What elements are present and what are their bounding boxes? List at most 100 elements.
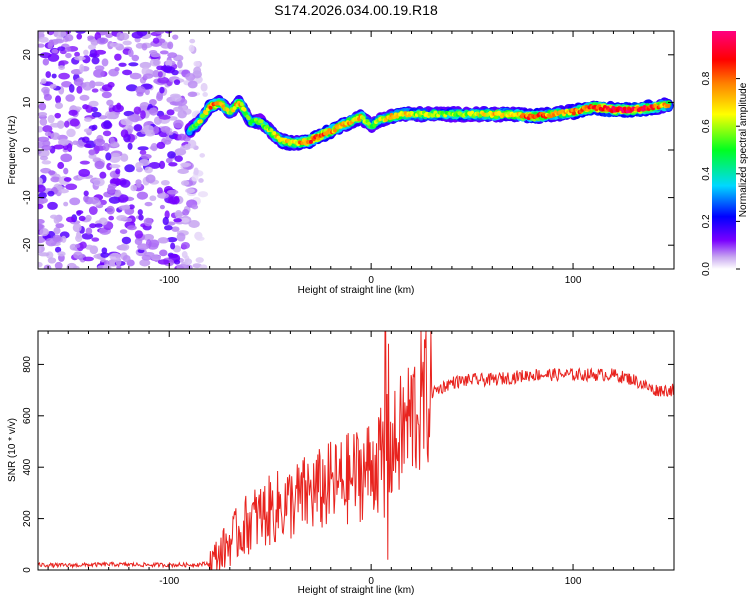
heatmap-noise-cell [108, 196, 121, 204]
heatmap-noise-cell [166, 236, 178, 243]
heatmap-noise-cell [107, 183, 117, 189]
heatmap-noise-cell [88, 153, 97, 160]
heatmap-noise-cell [176, 263, 189, 269]
heatmap-noise-cell [61, 80, 73, 88]
heatmap-noise-cell [88, 149, 96, 156]
heatmap-noise-cell [65, 52, 72, 59]
heatmap-noise-cell [38, 245, 42, 253]
heatmap-noise-cell [91, 56, 100, 65]
heatmap-noise-cell [160, 126, 171, 133]
heatmap-noise-cell [138, 214, 144, 221]
heatmap-noise-cell [172, 34, 179, 40]
heatmap-noise-cell [136, 182, 142, 188]
heatmap-noise-cell [149, 98, 157, 106]
heatmap-noise-cell [38, 223, 45, 230]
heatmap-noise-cell [152, 37, 160, 44]
heatmap-noise-cell [78, 215, 86, 222]
heatmap-noise-cell [79, 94, 90, 101]
heatmap-noise-cell [150, 52, 161, 58]
heatmap-noise-cell [101, 91, 112, 99]
heatmap-noise-cell [54, 102, 64, 109]
heatmap-noise-cell [109, 137, 115, 144]
heatmap-noise-cell [148, 162, 161, 169]
heatmap-noise-cell [58, 72, 70, 80]
heatmap-noise-cell [57, 31, 67, 38]
heatmap-noise-cell [38, 261, 43, 268]
snr-y-label: SNR (10 * v/v) [7, 418, 18, 482]
heatmap-noise-cell [53, 31, 59, 37]
heatmap-noise-cell [128, 62, 139, 67]
spectrogram-y-tick-label: 20 [22, 49, 33, 61]
spectrogram-y-tick-label: -20 [22, 238, 33, 253]
heatmap-noise-cell [114, 67, 120, 72]
heatmap-ridge-cell [265, 124, 270, 129]
heatmap-noise-cell [67, 143, 73, 153]
heatmap-noise-cell [72, 106, 82, 111]
heatmap-noise-cell [54, 261, 63, 269]
heatmap-ridge-cell [666, 103, 671, 108]
snr-x-tick-label: -100 [159, 576, 179, 587]
heatmap-ridge-cell [246, 116, 251, 121]
heatmap-ridge-cell [308, 139, 313, 144]
heatmap-noise-cell [47, 114, 55, 124]
heatmap-noise-cell [38, 252, 50, 257]
heatmap-noise-cell [47, 201, 58, 210]
heatmap-noise-cell [102, 264, 112, 269]
heatmap-noise-cell [58, 60, 69, 65]
heatmap-noise-cell [83, 128, 92, 133]
heatmap-ridge-cell [259, 119, 264, 124]
heatmap-noise-cell [197, 191, 209, 198]
heatmap-noise-cell [38, 203, 44, 210]
snr-y-tick-label: 800 [22, 356, 33, 373]
heatmap-noise-cell [68, 84, 75, 93]
heatmap-noise-cell [116, 265, 122, 269]
heatmap-noise-cell [48, 170, 56, 176]
heatmap-ridge-cell [242, 107, 247, 112]
heatmap-noise-cell [200, 82, 208, 92]
heatmap-noise-cell [91, 111, 102, 118]
snr-y-tick-label: 600 [22, 407, 33, 424]
heatmap-noise-cell [166, 189, 179, 195]
heatmap-noise-cell [137, 146, 149, 151]
heatmap-noise-cell [45, 71, 52, 78]
heatmap-ridge-cell [208, 105, 213, 110]
heatmap-noise-cell [157, 237, 169, 244]
heatmap-noise-cell [74, 56, 86, 61]
heatmap-noise-cell [83, 117, 93, 122]
heatmap-noise-cell [39, 155, 49, 161]
heatmap-noise-cell [174, 209, 183, 219]
heatmap-noise-cell [139, 150, 147, 156]
heatmap-noise-cell [83, 49, 89, 56]
heatmap-noise-cell [106, 205, 115, 215]
spectrogram-y-tick-label: 0 [22, 147, 33, 153]
heatmap-noise-cell [192, 263, 202, 269]
spectrogram-frame [37, 30, 675, 270]
heatmap-noise-cell [55, 223, 65, 229]
heatmap-noise-cell [111, 152, 121, 157]
spectrogram-heatmap [38, 31, 674, 269]
heatmap-noise-cell [38, 184, 46, 193]
heatmap-noise-cell [39, 228, 50, 237]
heatmap-noise-cell [141, 43, 148, 51]
heatmap-noise-cell [74, 243, 81, 248]
heatmap-noise-cell [163, 139, 172, 145]
snr-y-tick-label: 400 [22, 458, 33, 475]
heatmap-noise-cell [133, 106, 142, 115]
heatmap-noise-cell [120, 129, 129, 138]
heatmap-noise-cell [157, 71, 163, 78]
heatmap-noise-cell [50, 122, 62, 128]
heatmap-noise-cell [174, 148, 187, 156]
heatmap-noise-cell [118, 62, 127, 67]
heatmap-noise-cell [44, 131, 52, 137]
spectrogram-x-tick-label: 0 [368, 275, 374, 286]
heatmap-noise-cell [101, 84, 113, 92]
heatmap-noise-cell [65, 216, 76, 223]
heatmap-noise-cell [120, 153, 129, 162]
heatmap-noise-cell [87, 44, 97, 50]
heatmap-noise-cell [123, 204, 131, 210]
heatmap-noise-cell [65, 94, 75, 102]
heatmap-noise-cell [173, 79, 181, 86]
heatmap-noise-cell [38, 219, 45, 225]
heatmap-noise-cell [50, 176, 61, 183]
heatmap-noise-cell [171, 226, 180, 232]
